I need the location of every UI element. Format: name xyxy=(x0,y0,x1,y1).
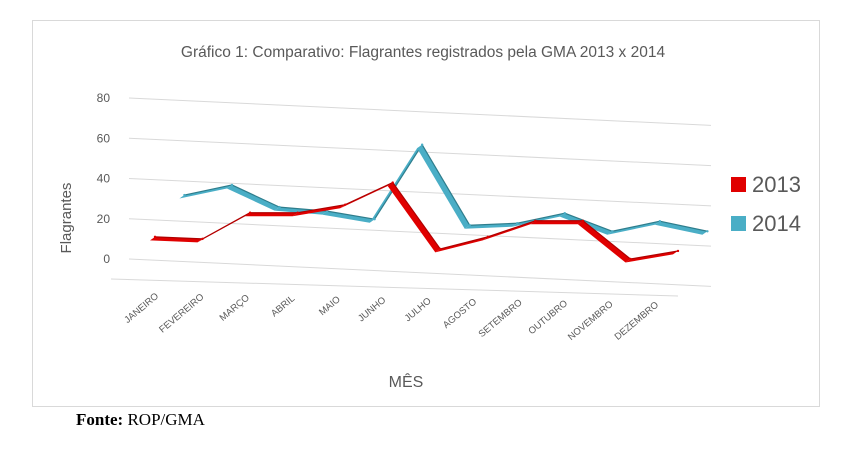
series-2014-point xyxy=(420,143,424,146)
series-2014-edge xyxy=(517,212,565,224)
legend-swatch-2013 xyxy=(731,177,746,192)
series-2013-segment xyxy=(150,236,203,243)
series-2013-point xyxy=(296,211,299,214)
series-2014-edge xyxy=(612,220,660,232)
legend-label-2013: 2013 xyxy=(752,172,801,197)
series-2014-segment xyxy=(322,211,375,223)
series-2013-edge xyxy=(487,220,536,238)
series-2014-point xyxy=(373,217,376,221)
source-label: Fonte: xyxy=(76,410,124,429)
y-tick-label: 80 xyxy=(97,91,111,105)
series-2014-point xyxy=(230,183,234,187)
x-tick-label: ABRIL xyxy=(269,293,297,319)
legend: 2013 2014 xyxy=(731,172,801,236)
series-2014-edge xyxy=(231,184,280,208)
series-2013-segment xyxy=(245,212,298,217)
series-2014-segment xyxy=(369,144,423,223)
x-tick-label: JUNHO xyxy=(356,295,388,324)
series-2013-edge xyxy=(154,236,203,240)
series-2014-point xyxy=(278,205,281,209)
series-lines xyxy=(150,143,709,263)
legend-label-2014: 2014 xyxy=(752,211,801,236)
series-2014-segment xyxy=(654,221,708,235)
series-2013-point xyxy=(581,219,585,222)
series-2013-point xyxy=(534,219,537,222)
gridline-20 xyxy=(128,218,712,247)
series-2013-edge xyxy=(630,250,679,260)
series-2014-edge xyxy=(374,144,423,220)
series-2014 xyxy=(179,143,709,235)
y-tick-label: 0 xyxy=(103,252,110,266)
series-2014-edge xyxy=(421,144,471,226)
x-tick-label: MARÇO xyxy=(218,292,252,323)
x-tick-label: SETEMBRO xyxy=(477,297,525,340)
floor-edge xyxy=(110,278,679,297)
series-2013 xyxy=(150,181,680,263)
x-tick-label: MAIO xyxy=(317,294,343,318)
series-2013-segment xyxy=(625,250,678,263)
x-tick-label: DEZEMBRO xyxy=(613,300,661,343)
series-2013-segment xyxy=(530,220,583,225)
x-tick-label: OUTUBRO xyxy=(527,298,570,337)
series-2014-point xyxy=(468,224,471,227)
series-2014-point xyxy=(183,193,186,197)
series-2013-point xyxy=(201,237,204,241)
y-tick-label: 40 xyxy=(97,172,111,186)
series-2013-edge xyxy=(582,220,631,260)
series-2014-segment xyxy=(417,144,470,229)
series-2014-edge xyxy=(326,210,375,220)
series-2014-segment xyxy=(226,185,280,211)
y-tick-label: 20 xyxy=(97,212,111,226)
series-2013-point xyxy=(153,235,157,239)
series-2013-point xyxy=(391,181,394,184)
x-tick-label: AGOSTO xyxy=(441,296,479,330)
series-2013-point xyxy=(343,203,347,206)
gridline-40 xyxy=(128,178,712,207)
series-2013-point xyxy=(439,247,442,251)
gridlines xyxy=(110,97,712,297)
series-2013-segment xyxy=(577,220,631,263)
series-2013-edge xyxy=(202,212,251,240)
series-2013-point xyxy=(676,249,680,253)
series-2014-point xyxy=(563,211,566,215)
series-2013-edge xyxy=(440,236,488,250)
chart-title: Gráfico 1: Comparativo: Flagrantes regis… xyxy=(181,44,666,61)
source-caption: Fonte: ROP/GMA xyxy=(76,410,205,430)
series-2013-point xyxy=(248,211,252,214)
series-2014-edge xyxy=(184,184,233,196)
series-2014-edge xyxy=(469,222,518,226)
series-2013-segment xyxy=(387,182,441,253)
chart-frame: 0 20 40 60 80 JANEIRO FEVEREIRO MARÇO ABRIL MAIO… xyxy=(32,20,820,407)
series-2013-point xyxy=(486,235,490,239)
series-2014-point xyxy=(658,220,662,223)
series-2014-segment xyxy=(464,223,518,229)
x-tick-label: NOVEMBRO xyxy=(566,299,616,343)
y-tick-label: 60 xyxy=(97,131,111,145)
series-2014-point xyxy=(325,209,329,213)
legend-swatch-2014 xyxy=(731,216,746,231)
series-2014-edge xyxy=(659,220,708,232)
series-2013-edge xyxy=(344,181,393,206)
series-2014-point xyxy=(611,230,614,233)
series-2013-edge xyxy=(392,182,441,250)
series-2013-segment xyxy=(292,204,346,217)
x-tick-label: JULHO xyxy=(403,296,434,324)
series-2013-edge xyxy=(297,204,346,214)
x-axis-label: MÊS xyxy=(389,372,424,391)
y-axis-label: Flagrantes xyxy=(58,183,75,254)
x-tick-label: JANEIRO xyxy=(122,291,161,326)
series-2014-edge xyxy=(564,212,613,232)
source-text: ROP/GMA xyxy=(127,410,205,429)
gridline-0 xyxy=(128,258,712,287)
gridline-80 xyxy=(128,97,712,126)
series-2014-point xyxy=(516,222,519,225)
series-2014-segment xyxy=(607,221,660,235)
y-axis-ticks: 0 20 40 60 80 xyxy=(97,91,111,266)
series-2013-point xyxy=(629,257,632,261)
series-2014-segment xyxy=(274,207,327,215)
x-tick-label: FEVEREIRO xyxy=(157,292,206,336)
series-2014-point xyxy=(706,230,709,233)
